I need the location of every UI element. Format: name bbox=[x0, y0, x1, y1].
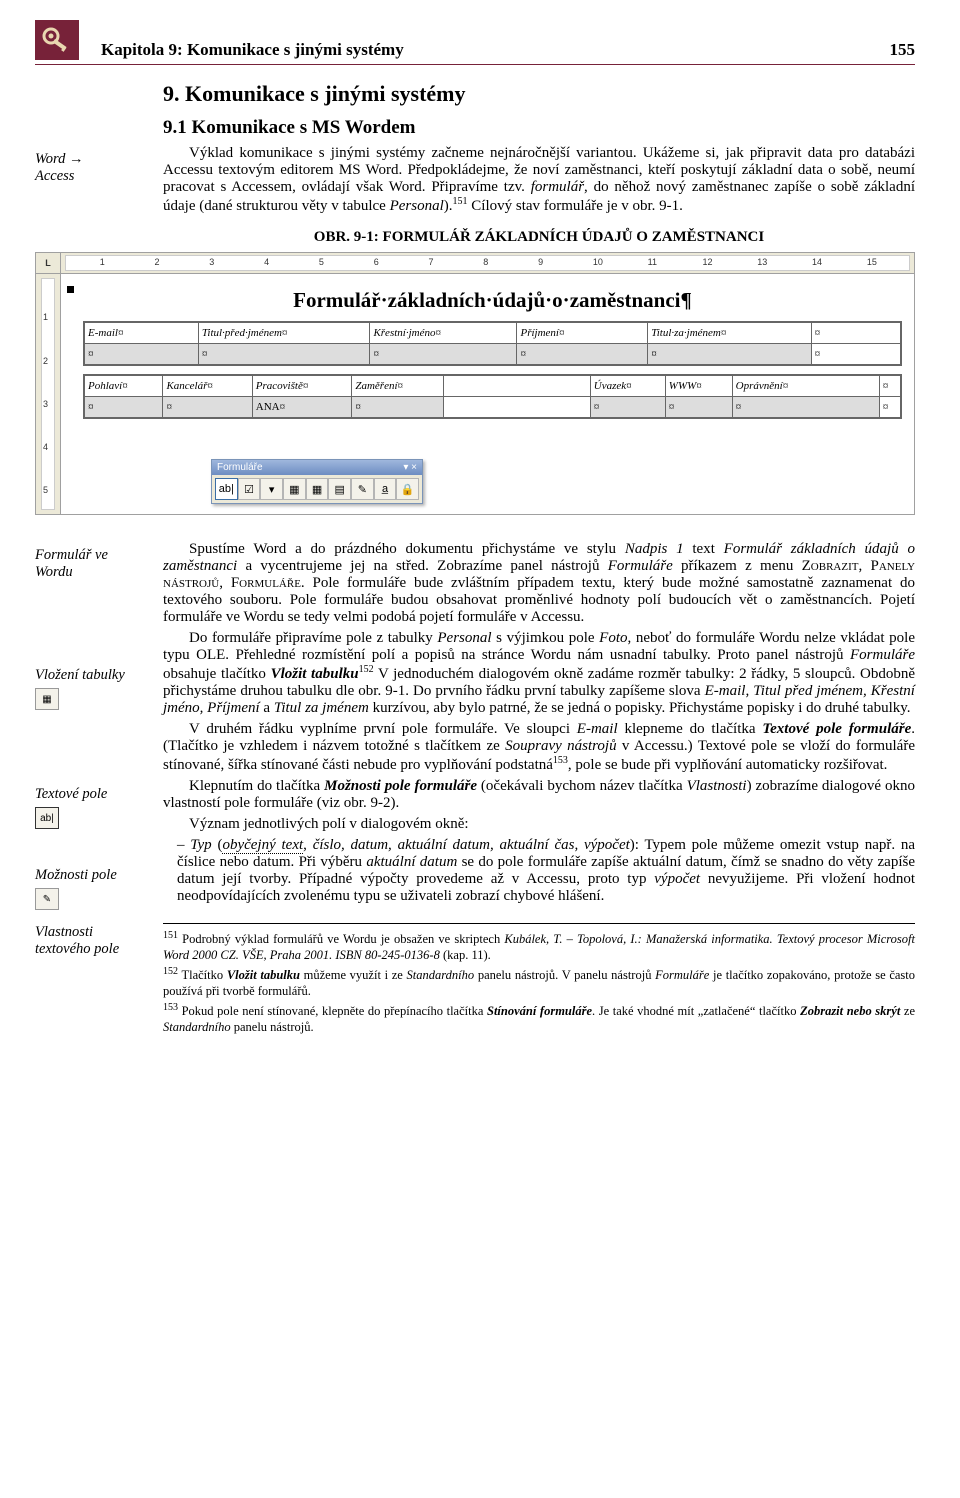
field-types-list: Typ (obyčejný text, číslo, datum, aktuál… bbox=[163, 837, 915, 905]
horizontal-ruler: L 1 2 3 4 5 6 7 8 9 10 11 12 13 bbox=[35, 252, 915, 274]
dropdown-icon[interactable]: ▾ bbox=[260, 478, 283, 500]
margin-note-textove-pole: Textové pole ab| bbox=[35, 786, 145, 829]
margin-note-vlozeni-tabulky: Vložení tabulky ▦ bbox=[35, 667, 145, 710]
textfield-icon: ab| bbox=[35, 807, 59, 829]
figure-caption: OBR. 9-1: FORMULÁŘ ZÁKLADNÍCH ÚDAJŮ O ZA… bbox=[163, 229, 915, 246]
heading-h2: 9. Komunikace s jinými systémy bbox=[163, 81, 915, 107]
main-columns: 9. Komunikace s jinými systémy 9.1 Komun… bbox=[35, 79, 915, 1038]
chapter-title: Kapitola 9: Komunikace s jinými systémy bbox=[101, 40, 404, 60]
word-table-2: Pohlaví¤ Kancelář¤ Pracoviště¤ Zaměření¤… bbox=[83, 374, 902, 419]
document-title: Formulář·základních·údajů·o·zaměstnanci¶ bbox=[83, 288, 902, 313]
footnote-152: 152 Tlačítko Vložit tabulku můžeme využí… bbox=[163, 966, 915, 999]
word-table-1: E-mail¤ Titul·před·jménem¤ Křestní·jméno… bbox=[83, 321, 902, 366]
paragraph-intro: Výklad komunikace s jinými systémy začne… bbox=[163, 145, 915, 215]
footnote-151: 151 Podrobný výklad formulářů ve Wordu j… bbox=[163, 930, 915, 963]
key-icon bbox=[35, 20, 79, 60]
paragraph-6: Význam jednotlivých polí v dialogovém ok… bbox=[163, 816, 915, 833]
footnotes: 151 Podrobný výklad formulářů ve Wordu j… bbox=[163, 930, 915, 1035]
heading-h3: 9.1 Komunikace s MS Wordem bbox=[163, 117, 915, 139]
page-number: 155 bbox=[890, 40, 916, 60]
checkbox-icon[interactable]: ☑ bbox=[238, 478, 261, 500]
insert-table-icon: ▦ bbox=[35, 688, 59, 710]
figure-word-form: L 1 2 3 4 5 6 7 8 9 10 11 12 13 bbox=[35, 252, 915, 515]
toolbar-titlebar[interactable]: Formuláře ▾ × bbox=[212, 460, 422, 475]
options-icon: ✎ bbox=[35, 888, 59, 910]
list-item: Typ (obyčejný text, číslo, datum, aktuál… bbox=[177, 837, 915, 905]
paragraph-4: V druhém řádku vyplníme první pole formu… bbox=[163, 721, 915, 774]
chevron-down-icon[interactable]: ▾ × bbox=[403, 462, 417, 473]
options-icon[interactable]: ✎ bbox=[351, 478, 374, 500]
document-content: Formulář·základních·údajů·o·zaměstnanci¶… bbox=[61, 274, 914, 514]
formulare-toolbar[interactable]: Formuláře ▾ × ab| ☑ ▾ ▦ ▦ ▤ ✎ bbox=[211, 459, 423, 504]
margin-note-word-access: Word → Access bbox=[35, 151, 145, 185]
frame-icon[interactable]: ▤ bbox=[328, 478, 351, 500]
footnote-153: 153 Pokud pole není stínované, klepněte … bbox=[163, 1002, 915, 1035]
paragraph-3: Do formuláře připravíme pole z tabulky P… bbox=[163, 630, 915, 717]
margin-note-moznosti-pole: Možnosti pole ✎ bbox=[35, 867, 145, 910]
vertical-ruler: 1 2 3 4 5 bbox=[36, 274, 61, 514]
textfield-icon[interactable]: ab| bbox=[215, 478, 238, 500]
margin-note-formular: Formulář ve Wordu bbox=[35, 547, 145, 581]
footnote-separator bbox=[163, 923, 915, 924]
table-icon[interactable]: ▦ bbox=[283, 478, 306, 500]
ruler-tab-button[interactable]: L bbox=[36, 253, 61, 273]
lock-icon[interactable]: 🔒 bbox=[396, 478, 419, 500]
shading-icon[interactable]: a̲ bbox=[374, 478, 397, 500]
ruler-strip: 1 2 3 4 5 6 7 8 9 10 11 12 13 14 bbox=[65, 255, 910, 271]
margin-note-vlastnosti: Vlastnosti textového pole bbox=[35, 924, 145, 958]
toolbar-title: Formuláře bbox=[217, 462, 263, 473]
anchor-marker bbox=[67, 286, 74, 293]
page-header: Kapitola 9: Komunikace s jinými systémy … bbox=[35, 20, 915, 65]
paragraph-2: Spustíme Word a do prázdného dokumentu p… bbox=[163, 541, 915, 626]
paragraph-5: Klepnutím do tlačítka Možnosti pole form… bbox=[163, 778, 915, 812]
insert-table-icon[interactable]: ▦ bbox=[306, 478, 329, 500]
